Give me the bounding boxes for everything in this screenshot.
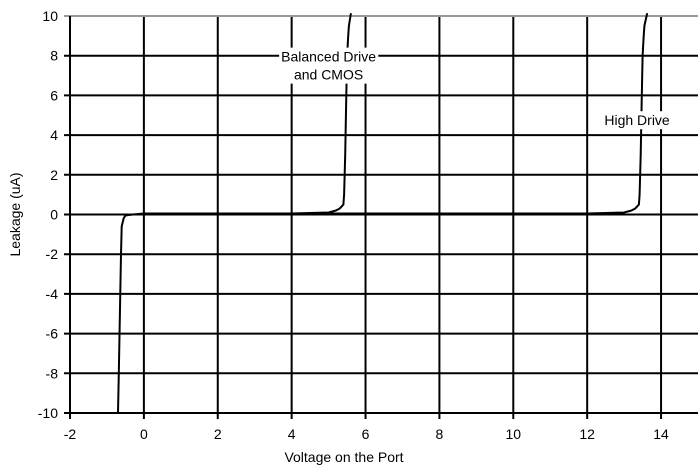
y-axis-title: Leakage (uA): [7, 172, 23, 256]
annotation-text: High Drive: [604, 112, 670, 128]
y-tick-label: 6: [50, 87, 58, 103]
x-tick-label: 8: [436, 426, 444, 442]
annotation-layer: Balanced Drive and CMOS High Drive: [279, 47, 672, 130]
y-tick-label: -6: [46, 326, 59, 342]
x-tick-label: -2: [64, 426, 77, 442]
x-tick-label: 14: [653, 426, 669, 442]
annotation-high: High Drive: [602, 111, 672, 130]
x-axis-title: Voltage on the Port: [284, 449, 403, 465]
y-tick-label: -8: [46, 365, 59, 381]
x-tick-label: 10: [506, 426, 522, 442]
series-line-2: [161, 13, 648, 215]
y-tick-label: 8: [50, 48, 58, 64]
curve-layer: [117, 13, 648, 414]
x-tick-label: 4: [288, 426, 296, 442]
y-tick-label: -10: [38, 405, 58, 421]
y-tick-label: -2: [46, 246, 59, 262]
y-tick-label: 10: [42, 8, 58, 24]
grid-layer: [64, 16, 698, 419]
tick-label-layer: -2 0 2 4 6 8 10 12 14 -10 -8 -6 -4 -2 0 2 4 6 8 10: [38, 8, 669, 442]
y-tick-label: 0: [50, 207, 58, 223]
annotation-bg: [602, 111, 672, 130]
y-tick-label: -4: [46, 286, 59, 302]
axis-layer: [64, 15, 698, 419]
x-tick-label: 12: [579, 426, 595, 442]
y-tick-label: 4: [50, 127, 58, 143]
annotation-text: Balanced Drive: [281, 49, 376, 65]
x-tick-label: 6: [362, 426, 370, 442]
y-tick-label: 2: [50, 167, 58, 183]
annotation-balanced: Balanced Drive and CMOS: [279, 47, 379, 84]
x-tick-label: 0: [140, 426, 148, 442]
annotation-text: and CMOS: [294, 67, 363, 83]
annotation-bg: [279, 47, 379, 84]
x-tick-label: 2: [214, 426, 222, 442]
